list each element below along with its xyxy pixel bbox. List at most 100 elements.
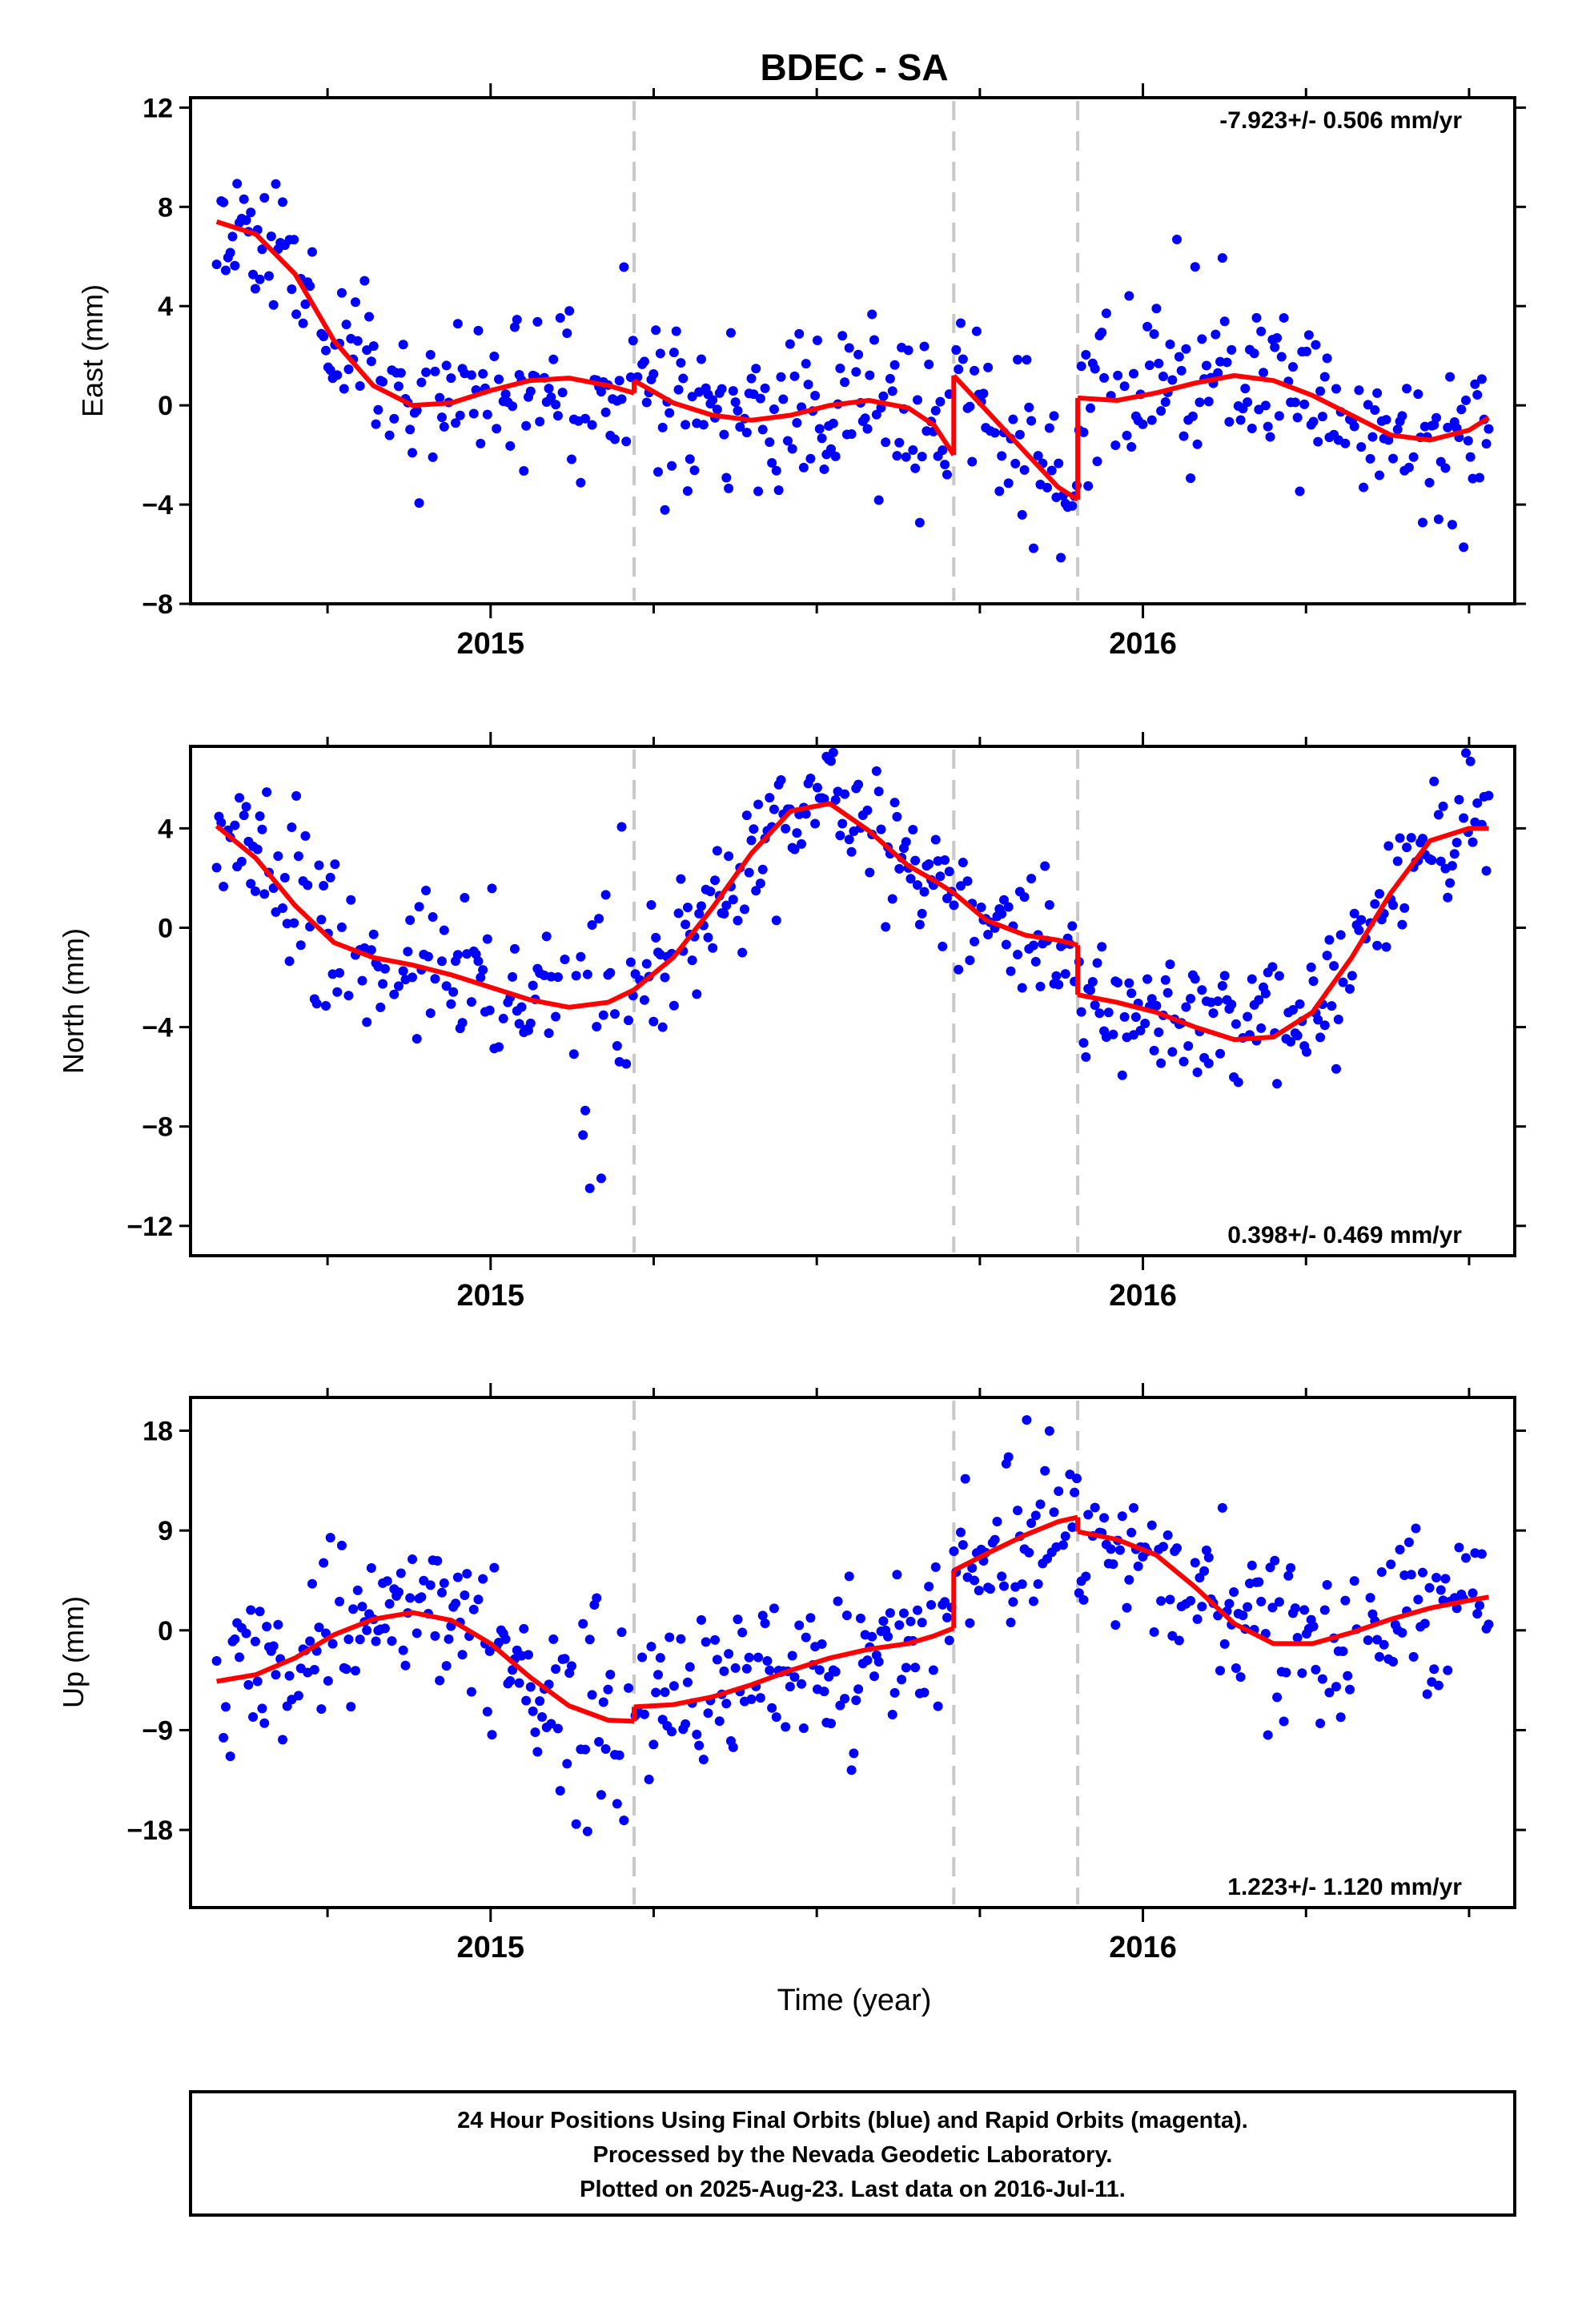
east-data-point bbox=[1251, 312, 1262, 323]
east-data-point bbox=[1042, 482, 1053, 493]
north-data-point bbox=[682, 903, 693, 913]
up-data-point bbox=[1440, 1574, 1451, 1584]
up-data-point bbox=[468, 1604, 479, 1614]
up-data-point bbox=[757, 1610, 768, 1621]
up-data-point bbox=[462, 1569, 472, 1579]
up-data-point bbox=[655, 1653, 665, 1663]
north-data-point bbox=[1054, 979, 1064, 990]
up-data-point bbox=[284, 1671, 295, 1681]
up-data-point bbox=[669, 1681, 679, 1691]
east-data-point bbox=[355, 380, 365, 391]
up-data-point bbox=[724, 1649, 734, 1659]
north-data-point bbox=[1183, 1041, 1194, 1051]
north-data-point bbox=[393, 981, 404, 991]
up-data-point bbox=[548, 1634, 559, 1644]
up-data-point bbox=[965, 1618, 975, 1628]
north-data-point bbox=[976, 902, 986, 912]
up-data-point bbox=[323, 1675, 333, 1686]
east-data-point bbox=[1019, 464, 1030, 475]
north-data-point bbox=[1274, 971, 1284, 981]
up-data-point bbox=[436, 1587, 447, 1598]
east-data-point bbox=[1481, 439, 1492, 449]
up-data-point bbox=[1435, 1585, 1446, 1595]
up-data-point bbox=[387, 1636, 397, 1647]
up-data-point bbox=[457, 1650, 468, 1660]
east-data-point bbox=[1010, 458, 1021, 468]
east-data-point bbox=[997, 451, 1007, 461]
up-data-point bbox=[528, 1706, 538, 1716]
up-data-point bbox=[1197, 1602, 1207, 1612]
north-data-point bbox=[1319, 1020, 1330, 1031]
up-data-point bbox=[1349, 1576, 1359, 1586]
north-data-point bbox=[366, 945, 376, 955]
up-data-point bbox=[851, 1695, 861, 1706]
east-data-point bbox=[1101, 308, 1111, 319]
north-data-point bbox=[724, 851, 734, 862]
up-data-point bbox=[660, 1687, 670, 1698]
up-data-point bbox=[930, 1562, 941, 1572]
north-data-point bbox=[1370, 899, 1380, 909]
up-data-point bbox=[408, 1554, 418, 1565]
north-data-point bbox=[997, 909, 1007, 919]
up-data-point bbox=[466, 1687, 476, 1697]
east-data-point bbox=[676, 358, 686, 368]
east-data-point bbox=[1046, 465, 1057, 476]
east-data-point bbox=[994, 486, 1005, 497]
east-data-point bbox=[466, 370, 476, 380]
north-data-point bbox=[999, 895, 1010, 905]
up-data-point bbox=[1201, 1545, 1211, 1555]
north-data-point bbox=[660, 972, 670, 983]
up-data-point bbox=[366, 1562, 376, 1573]
north-data-point bbox=[1392, 856, 1403, 866]
north-data-point bbox=[914, 919, 925, 930]
east-data-point bbox=[778, 394, 789, 404]
up-data-point bbox=[546, 1719, 556, 1729]
up-data-point bbox=[1292, 1633, 1303, 1643]
up-data-point bbox=[612, 1799, 622, 1809]
east-model-segment bbox=[1077, 373, 1491, 443]
up-data-point bbox=[1133, 1561, 1143, 1571]
north-data-point bbox=[398, 966, 408, 976]
up-data-point bbox=[1008, 1597, 1018, 1607]
east-model-segment bbox=[632, 378, 956, 456]
north-data-point bbox=[1094, 1008, 1105, 1019]
north-data-point bbox=[1126, 988, 1137, 999]
north-data-point bbox=[1287, 1005, 1298, 1015]
east-data-point bbox=[1110, 440, 1121, 451]
east-data-point bbox=[835, 364, 845, 374]
east-data-point bbox=[614, 376, 624, 386]
north-panel: −12 −8 −4 0 4 2015 2016 North (mm) 0.398+/- 0.… bbox=[57, 732, 1526, 1313]
north-data-point bbox=[1402, 842, 1412, 853]
east-data-point bbox=[428, 452, 438, 462]
east-data-point bbox=[698, 420, 709, 430]
up-data-point bbox=[305, 1636, 315, 1647]
north-data-point bbox=[1165, 959, 1175, 970]
up-data-point bbox=[1229, 1587, 1239, 1598]
north-data-point bbox=[319, 880, 329, 891]
east-data-point bbox=[951, 345, 962, 356]
up-data-point bbox=[887, 1709, 897, 1719]
up-data-point bbox=[1146, 1520, 1157, 1530]
north-data-point bbox=[733, 915, 743, 926]
north-data-point bbox=[552, 972, 563, 983]
north-data-point bbox=[568, 1049, 579, 1059]
up-data-point bbox=[314, 1622, 324, 1633]
north-data-point bbox=[587, 920, 597, 931]
north-data-point bbox=[460, 893, 470, 903]
up-data-point bbox=[765, 1665, 775, 1675]
up-data-point bbox=[605, 1670, 616, 1680]
up-data-point bbox=[846, 1765, 857, 1775]
up-data-point bbox=[1067, 1522, 1078, 1533]
north-data-point bbox=[346, 895, 356, 905]
east-data-point bbox=[757, 424, 768, 435]
east-data-point bbox=[1319, 372, 1330, 382]
north-data-point bbox=[412, 1034, 422, 1044]
east-data-point bbox=[535, 416, 545, 427]
up-data-point bbox=[1040, 1466, 1050, 1476]
north-data-point bbox=[862, 805, 873, 815]
up-data-point bbox=[243, 1679, 254, 1690]
north-data-point bbox=[705, 887, 716, 897]
up-data-point bbox=[1403, 1537, 1414, 1547]
east-data-point bbox=[1359, 482, 1369, 493]
east-data-point bbox=[225, 247, 235, 258]
